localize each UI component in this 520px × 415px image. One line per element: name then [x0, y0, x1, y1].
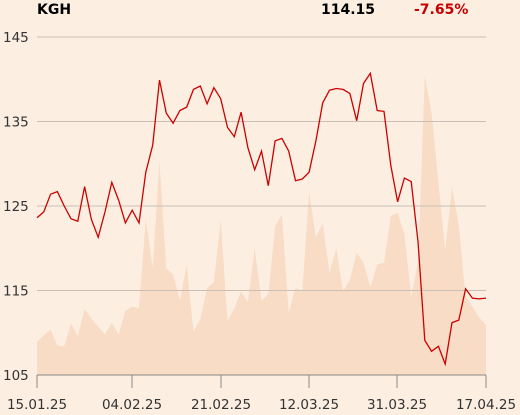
ticker-symbol: KGH [37, 2, 72, 18]
x-tick-label: 12.03.25 [279, 397, 339, 413]
y-tick-label: 145 [3, 30, 29, 46]
price-line [36, 71, 487, 367]
x-tick-label: 04.02.25 [102, 397, 162, 413]
last-price: 114.15 [321, 2, 376, 18]
x-tick-label: 15.01.25 [7, 397, 67, 413]
price-change: -7.65% [414, 2, 469, 18]
y-tick-label: 125 [3, 199, 29, 215]
y-tick-label: 115 [3, 284, 29, 300]
y-tick-label: 105 [3, 368, 29, 384]
x-tick-label: 31.03.25 [367, 397, 427, 413]
volume-area [37, 75, 486, 376]
x-tick-label: 17.04.25 [456, 397, 516, 413]
x-tick-label: 21.02.25 [191, 397, 251, 413]
y-tick-label: 135 [3, 115, 29, 131]
